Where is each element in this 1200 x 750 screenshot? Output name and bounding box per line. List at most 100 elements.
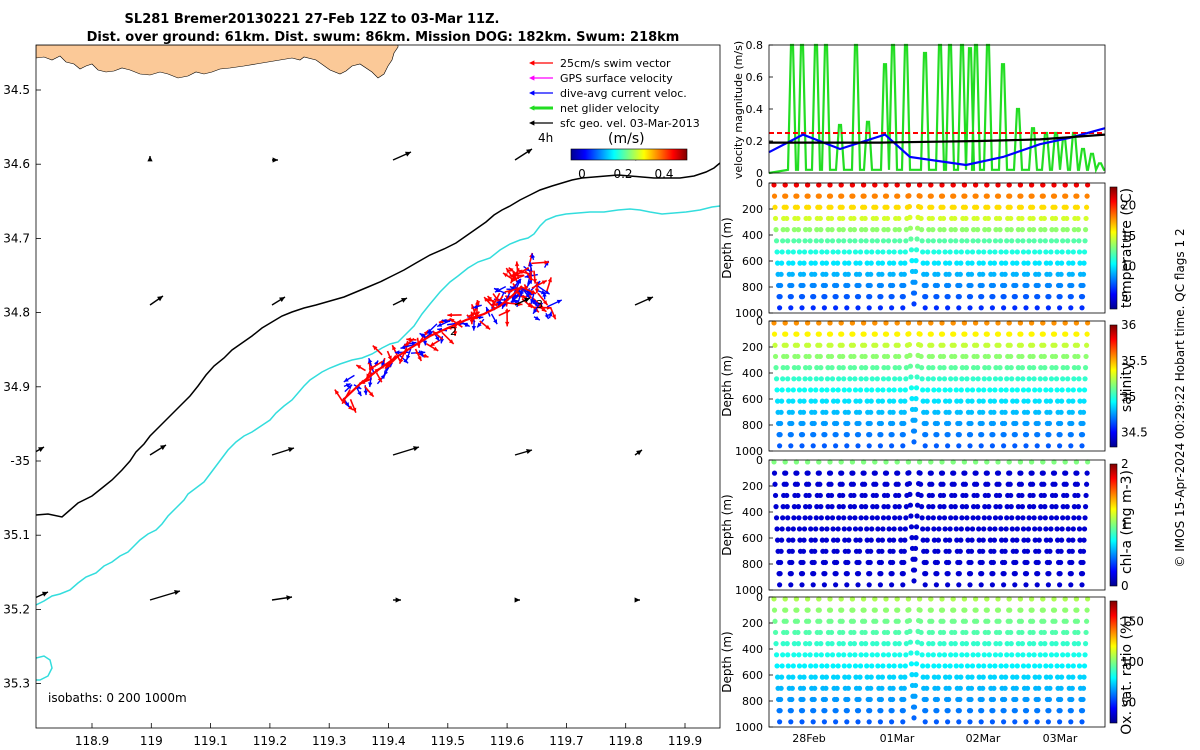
profile-sample	[925, 249, 931, 255]
profile-sample	[937, 641, 943, 647]
profile-sample	[911, 301, 917, 307]
profile-sample	[929, 342, 935, 348]
profile-sample	[1053, 227, 1059, 233]
geo-arrow-head	[272, 157, 278, 163]
profile-sample	[892, 238, 898, 244]
profile-sample	[867, 708, 873, 714]
profile-sample	[984, 182, 990, 188]
profile-sample	[873, 618, 879, 624]
profile-sample	[830, 663, 836, 669]
profile-sample	[987, 387, 993, 393]
profile-sample	[928, 459, 934, 465]
profile-sample	[928, 607, 934, 613]
profile-sample	[996, 618, 1002, 624]
profile-sample	[1032, 260, 1038, 266]
profile-sample	[1048, 249, 1054, 255]
profile-sample	[879, 685, 885, 691]
profile-sample	[878, 696, 885, 703]
profile-sample	[951, 193, 957, 199]
profile-sample	[917, 193, 923, 199]
profile-sample	[895, 470, 901, 476]
profile-cbar-tick-label: 15	[1121, 229, 1136, 243]
profile-sample	[984, 459, 990, 465]
profile-sample	[992, 238, 999, 244]
profile-sample	[772, 492, 779, 499]
geo-arrow-head	[526, 149, 532, 155]
profile-sample	[824, 652, 831, 658]
profile-sample	[773, 365, 779, 371]
profile-sample	[980, 398, 986, 404]
profile-sample	[827, 331, 834, 337]
profile-sample	[788, 719, 794, 725]
profile-sample	[1009, 376, 1015, 382]
profile-sample	[778, 548, 784, 554]
profile-sample	[995, 320, 1001, 326]
profile-sample	[784, 641, 790, 647]
profile-sample	[835, 398, 841, 404]
profile-sample	[874, 641, 880, 647]
profile-sample	[833, 571, 839, 577]
profile-sample	[968, 685, 975, 691]
profile-sample	[905, 320, 912, 326]
legend-arrowhead-swim	[529, 60, 535, 66]
profile-sample	[926, 365, 932, 371]
profile-sample	[974, 342, 980, 348]
profile-sample	[963, 504, 970, 510]
profile-sample	[771, 182, 777, 188]
profile-sample	[1025, 663, 1032, 669]
profile-sample	[813, 249, 819, 255]
profile-sample	[868, 260, 874, 266]
profile-sample	[868, 398, 874, 404]
swim-vector-head	[544, 260, 550, 265]
profile-sample	[1008, 504, 1014, 510]
profile-sample	[970, 652, 976, 658]
profile-sample	[844, 582, 850, 588]
profile-sample	[939, 596, 945, 602]
profile-sample	[819, 526, 825, 532]
profile-sample	[844, 432, 850, 438]
current-vector-head	[345, 383, 351, 388]
profile-sample	[1048, 652, 1055, 658]
profile-sample	[947, 260, 953, 266]
profile-sample	[777, 582, 783, 588]
profile-sample	[863, 227, 869, 233]
profile-sample	[905, 596, 912, 602]
profile-sample	[847, 504, 853, 510]
profile-sample	[1008, 365, 1014, 371]
profile-sample	[789, 696, 795, 703]
profile-sample	[858, 641, 865, 647]
profile-sample	[975, 238, 981, 244]
profile-sample	[1058, 282, 1064, 289]
profile-sample	[1052, 629, 1059, 636]
profile-sample	[773, 238, 780, 244]
profile-sample	[1036, 685, 1042, 691]
swim-vector-head	[368, 391, 374, 397]
profile-sample	[936, 376, 943, 382]
profile-sample	[774, 537, 781, 543]
profile-sample	[964, 249, 971, 255]
profile-sample	[793, 320, 800, 326]
profile-sample	[974, 492, 980, 499]
profile-sample	[1068, 708, 1074, 714]
profile-sample	[1018, 331, 1024, 337]
profile-sample	[1036, 409, 1042, 415]
profile-sample	[823, 537, 830, 543]
profile-sample	[998, 249, 1004, 255]
profile-sample	[952, 365, 958, 371]
map-x-tick-label: 119.7	[549, 734, 583, 748]
profile-sample	[995, 470, 1002, 476]
profile-sample	[928, 320, 934, 326]
profile-sample	[980, 537, 986, 543]
profile-sample	[917, 596, 923, 602]
profile-sample	[890, 271, 896, 277]
profile-sample	[875, 537, 881, 543]
current-vector-head	[439, 338, 445, 344]
speed-colorbar-tick-2: 0.4	[654, 167, 673, 181]
profile-sample	[782, 459, 788, 465]
profile-sample	[858, 504, 865, 510]
profile-sample	[833, 305, 839, 311]
profile-sample	[851, 504, 858, 510]
profile-sample	[875, 249, 881, 255]
profile-y-tick-label: 800	[742, 281, 763, 294]
profile-sample	[783, 470, 789, 476]
